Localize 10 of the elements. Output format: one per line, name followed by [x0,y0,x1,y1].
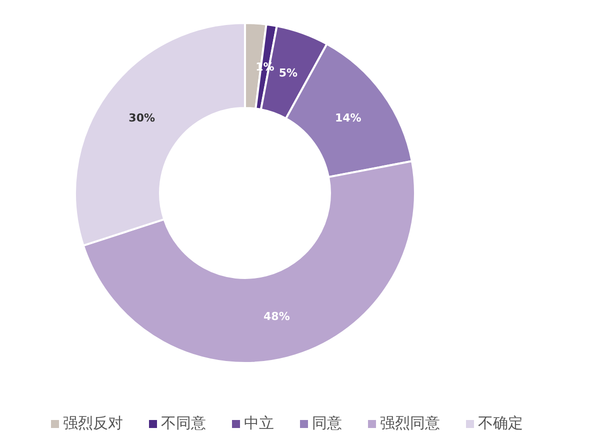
data-label: 48% [264,310,290,323]
data-label: 14% [334,112,362,125]
legend-label: 不同意 [161,414,206,432]
legend-label: 强烈反对 [63,414,123,432]
data-label: 5% [278,66,298,80]
legend-label: 强烈同意 [380,414,440,432]
legend-label: 中立 [244,414,274,432]
data-label: 30% [128,112,156,125]
legend-label: 不确定 [478,414,523,432]
legend-label: 同意 [312,414,342,432]
